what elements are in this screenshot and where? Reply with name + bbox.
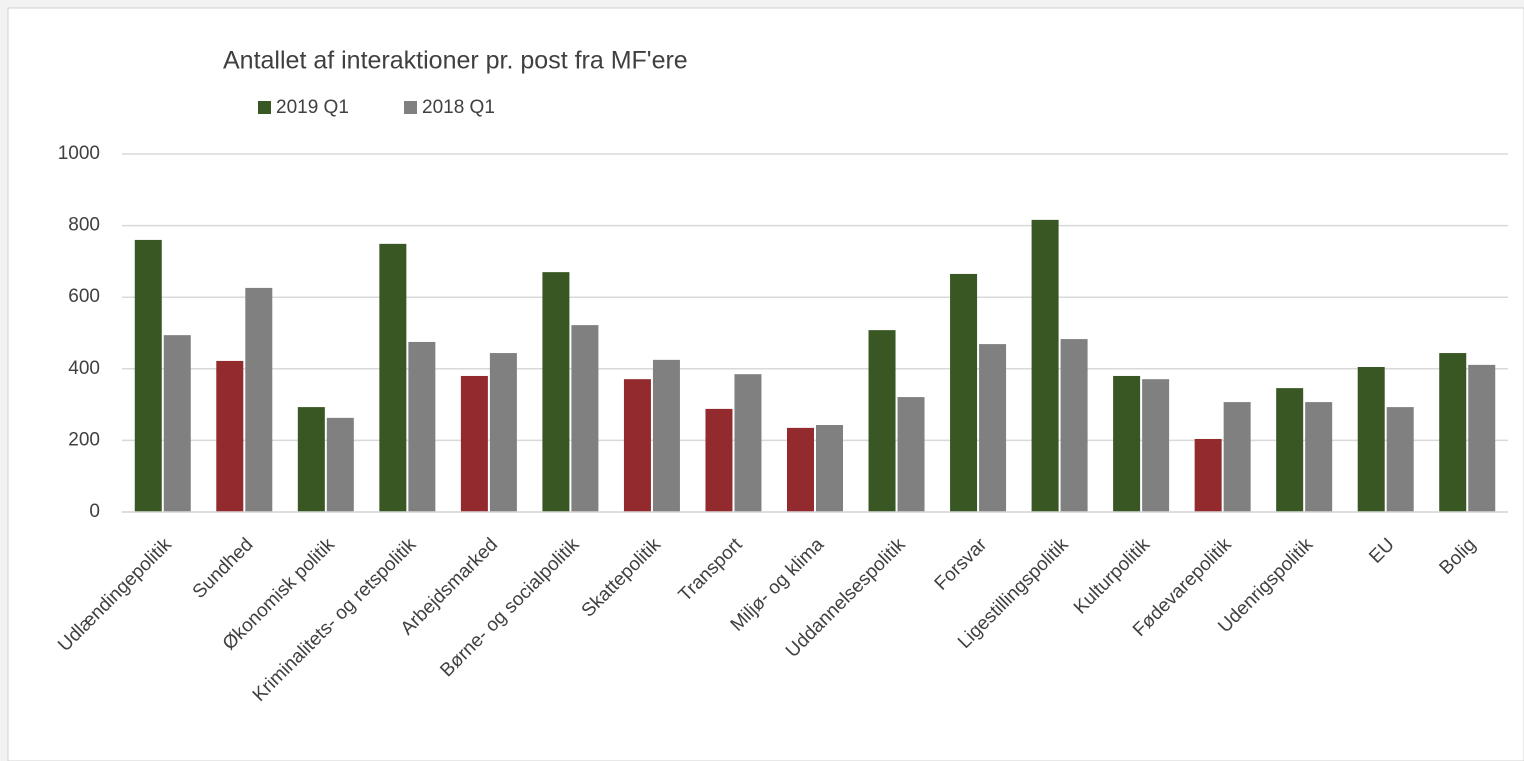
bar <box>652 359 680 512</box>
bar <box>1276 388 1304 512</box>
bar <box>1439 353 1467 512</box>
bar <box>542 272 570 512</box>
bar <box>979 344 1007 512</box>
bar <box>868 330 896 512</box>
bar <box>408 341 436 512</box>
bar <box>1357 367 1385 512</box>
bar <box>1194 438 1222 512</box>
bar <box>787 427 814 512</box>
bar <box>1031 219 1059 512</box>
bar <box>571 325 599 512</box>
bar <box>297 407 325 512</box>
bar <box>1113 375 1141 512</box>
bar <box>1060 339 1088 512</box>
bar <box>897 397 925 512</box>
bar <box>379 243 407 512</box>
bar <box>705 408 733 512</box>
bar <box>816 425 843 512</box>
y-tick-label: 200 <box>68 429 100 450</box>
bar <box>734 374 762 512</box>
bar <box>1386 407 1414 512</box>
bar <box>1142 379 1170 512</box>
bar <box>489 353 517 512</box>
bar <box>460 375 488 512</box>
y-tick-label: 800 <box>68 215 100 236</box>
y-tick-label: 600 <box>68 286 100 307</box>
bar <box>950 273 978 512</box>
legend-label: 2018 Q1 <box>422 97 495 118</box>
legend-label: 2019 Q1 <box>276 97 349 118</box>
y-tick-label: 400 <box>68 358 100 379</box>
bar <box>623 379 651 512</box>
bar <box>245 287 273 512</box>
bar <box>163 335 191 512</box>
bar <box>134 239 162 513</box>
bar <box>1223 402 1251 512</box>
legend-swatch <box>258 101 271 114</box>
bar <box>1468 364 1496 512</box>
bar <box>326 417 354 512</box>
bar <box>1305 402 1333 512</box>
chart-title: Antallet af interaktioner pr. post fra M… <box>223 47 688 75</box>
bar <box>216 360 244 512</box>
y-tick-label: 0 <box>89 501 100 522</box>
legend-swatch <box>404 101 417 114</box>
y-tick-label: 1000 <box>58 143 100 164</box>
